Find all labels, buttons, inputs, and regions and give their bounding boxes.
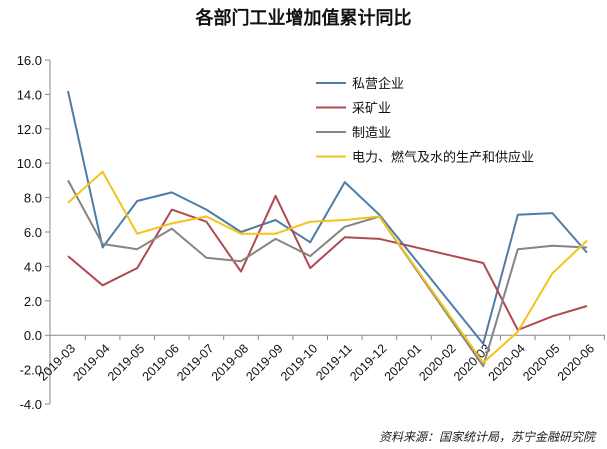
source-note: 资料来源：国家统计局，苏宁金融研究院 [378,430,595,444]
y-tick-label: -2.0 [20,363,42,378]
legend-label: 私营企业 [352,76,404,92]
x-tick-label: 2019-03 [36,341,78,383]
y-tick-label: 4.0 [24,259,42,274]
y-tick-label: 14.0 [17,87,42,102]
x-tick-label: 2019-08 [209,341,251,383]
x-tick-label: 2019-09 [243,341,285,383]
series-line-1 [67,194,588,331]
series-line-2 [67,179,588,368]
x-tick-label: 2019-05 [105,341,147,383]
legend-label: 电力、燃气及水的生产和供应业 [352,150,534,166]
y-tick-label: 8.0 [24,191,42,206]
x-tick-label: 2020-02 [416,341,458,383]
chart-title: 各部门工业增加值累计同比 [195,8,412,29]
x-tick-label: 2019-06 [140,341,182,383]
x-tick-label: 2020-01 [382,341,424,383]
x-tick-label: 2020-04 [486,341,528,383]
y-tick-label: -4.0 [20,397,42,412]
y-tick-label: 10.0 [17,156,42,171]
legend-label: 制造业 [352,126,391,141]
y-tick-label: 16.0 [17,53,42,68]
series-line-3 [67,170,588,364]
x-tick-label: 2019-11 [313,341,355,383]
x-tick-label: 2019-10 [278,341,320,383]
x-tick-label: 2020-05 [520,341,562,383]
y-tick-label: 12.0 [17,122,42,137]
y-tick-label: 2.0 [24,294,42,309]
x-tick-label: 2019-04 [70,341,112,383]
x-tick-label: 2020-06 [555,341,597,383]
x-tick-label: 2019-12 [347,341,389,383]
y-tick-label: 6.0 [24,225,42,240]
legend-label: 采矿业 [352,102,391,117]
series-line-0 [67,90,588,345]
x-tick-label: 2019-07 [174,341,216,383]
y-tick-label: 0.0 [24,328,42,343]
